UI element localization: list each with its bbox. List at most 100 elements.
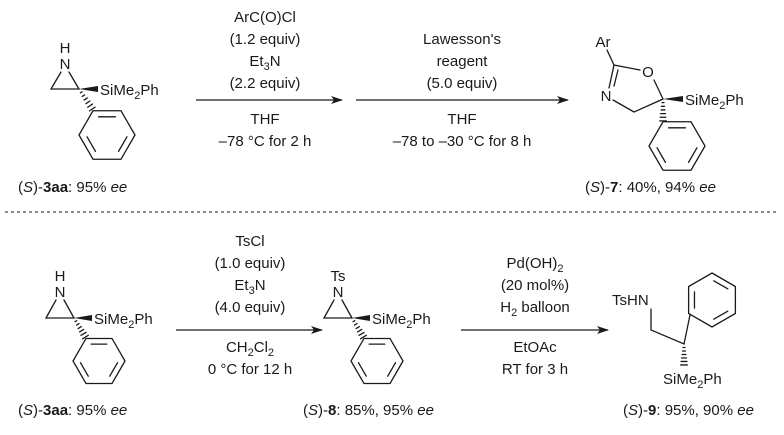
text-segment: Et (249, 53, 264, 70)
bottom-intermediate-8: Ts N SiMe2Ph (S)-8: 85%, 95% ee (303, 268, 434, 419)
text-segment: 2 (128, 319, 134, 331)
hash-line (359, 334, 367, 340)
ring-double-bond (79, 362, 89, 377)
conditions-above: Pd(OH)2(20 mol%)H2 balloon (500, 255, 570, 319)
phenyl-ring (350, 337, 404, 385)
condition-line: TsCl (235, 233, 264, 250)
condition-line: 0 °C for 12 h (208, 361, 292, 378)
text-segment: 3aa (43, 179, 69, 196)
hash-line (83, 97, 88, 101)
text-segment: Cl (254, 339, 268, 356)
condition-line: (20 mol%) (501, 277, 569, 294)
compound-label: (S)-3aa: 95% ee (18, 179, 127, 196)
condition-line: –78 to –30 °C for 8 h (393, 133, 532, 150)
atom-n: N (55, 284, 66, 301)
compound-label: (S)-7: 40%, 94% ee (585, 179, 716, 196)
ring-double-bond (86, 136, 97, 153)
text-segment: S (308, 402, 318, 419)
text-segment: Ph (134, 311, 152, 328)
text-segment: ( (303, 402, 308, 419)
condition-line: –78 °C for 2 h (219, 133, 312, 150)
text-segment: 2 (134, 90, 140, 102)
substituent-ar: Ar (596, 34, 611, 51)
text-segment: : 95%, 90% (656, 402, 737, 419)
ring-outline (648, 121, 706, 171)
substituent-ts: Ts (331, 268, 346, 285)
condition-line: CH2Cl2 (226, 339, 274, 359)
text-segment: –78 to –30 °C for 8 h (393, 133, 532, 150)
text-segment: : 40%, 94% (618, 179, 699, 196)
text-segment: 3 (264, 61, 270, 73)
text-segment: EtOAc (513, 339, 557, 356)
text-segment: CH (226, 339, 248, 356)
condition-line: EtOAc (513, 339, 557, 356)
hash-line (85, 100, 91, 105)
text-segment: ( (18, 179, 23, 196)
text-segment: )- (33, 179, 43, 196)
condition-line: Et3N (234, 277, 265, 297)
hash-line (81, 94, 86, 98)
top-starting-material-3aa: H N SiMe2Ph (S)-3aa: 95% ee (18, 40, 159, 196)
hash-line (81, 334, 89, 340)
top-product-7: Ar O N SiMe2Ph (S)-7: 40%, 94% ee (585, 34, 744, 196)
conditions-below: CH2Cl2 0 °C for 12 h (208, 339, 292, 378)
text-segment: (1.0 equiv) (215, 255, 286, 272)
ring-double-bond (687, 147, 698, 164)
double-bond-cn (608, 64, 619, 89)
text-segment: SiMe (94, 311, 128, 328)
condition-line: THF (250, 111, 279, 128)
text-segment: ee (111, 179, 128, 196)
ring-outline (72, 337, 126, 385)
text-segment: 0 °C for 12 h (208, 361, 292, 378)
hash-line (356, 328, 363, 333)
ring-double-bond (713, 310, 729, 320)
text-segment: (20 mol%) (501, 277, 569, 294)
phenyl-ring (648, 121, 706, 171)
text-segment: balloon (517, 299, 570, 316)
text-segment: THF (250, 111, 279, 128)
condition-line: Lawesson's (423, 31, 501, 48)
text-segment: Ph (140, 82, 158, 99)
text-segment: ArC(O)Cl (234, 9, 296, 26)
text-segment: 2 (406, 319, 412, 331)
ring-outline (687, 272, 737, 328)
text-segment: SiMe (685, 92, 719, 109)
text-segment: )- (318, 402, 328, 419)
text-segment: Pd(OH) (507, 255, 558, 272)
text-segment: S (628, 402, 638, 419)
text-segment: ee (417, 402, 434, 419)
condition-line: (1.0 equiv) (215, 255, 286, 272)
hash-line (77, 325, 83, 330)
conditions-below: THF –78 to –30 °C for 8 h (393, 111, 532, 150)
ring-double-bond (117, 136, 128, 153)
text-segment: 2 (248, 347, 254, 359)
condition-line: (5.0 equiv) (427, 75, 498, 92)
aziridine-ring (322, 299, 354, 319)
ring-double-bond (656, 147, 667, 164)
text-segment: TsCl (235, 233, 264, 250)
text-segment: S (23, 402, 33, 419)
text-segment: )- (638, 402, 648, 419)
aziridine-ring (49, 71, 81, 90)
ring-double-bond (357, 362, 367, 377)
text-segment: reagent (437, 53, 489, 70)
ring-outline (350, 337, 404, 385)
conditions-above: TsCl (1.0 equiv) Et3N (4.0 equiv) (215, 233, 286, 316)
hashed-bond (352, 320, 367, 340)
text-segment: (5.0 equiv) (427, 75, 498, 92)
hashed-bond (74, 320, 89, 340)
hashed-bond (679, 346, 689, 366)
text-segment: Ph (703, 371, 721, 388)
conditions-below: THF –78 °C for 2 h (219, 111, 312, 150)
aziridine-ring (44, 299, 76, 319)
conditions-below: EtOAc RT for 3 h (502, 339, 568, 378)
condition-line: H2 balloon (500, 299, 570, 319)
text-segment: (2.2 equiv) (230, 75, 301, 92)
ring-double-bond (713, 280, 729, 290)
text-segment: H (500, 299, 511, 316)
text-segment: ee (111, 402, 128, 419)
text-segment: 2 (719, 100, 725, 112)
hash-line (358, 331, 365, 337)
text-segment: 3aa (43, 402, 69, 419)
